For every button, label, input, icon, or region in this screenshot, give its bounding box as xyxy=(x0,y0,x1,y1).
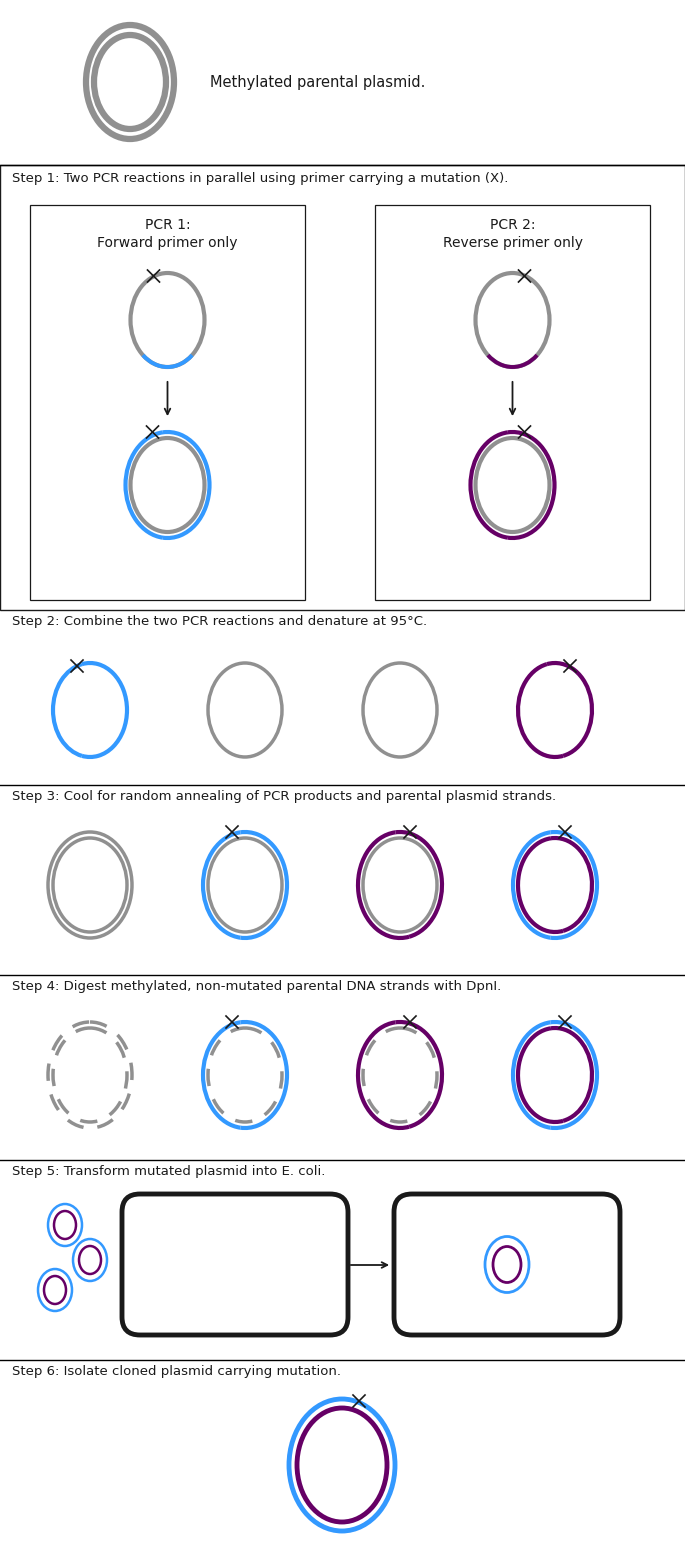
FancyBboxPatch shape xyxy=(122,1194,348,1336)
Text: Reverse primer only: Reverse primer only xyxy=(443,236,582,250)
FancyBboxPatch shape xyxy=(394,1194,620,1336)
Text: PCR 1:: PCR 1: xyxy=(145,217,190,231)
Text: Step 3: Cool for random annealing of PCR products and parental plasmid strands.: Step 3: Cool for random annealing of PCR… xyxy=(12,790,556,803)
Text: PCR 2:: PCR 2: xyxy=(490,217,535,231)
Text: Step 6: Isolate cloned plasmid carrying mutation.: Step 6: Isolate cloned plasmid carrying … xyxy=(12,1365,341,1378)
Text: Step 5: Transform mutated plasmid into E. coli.: Step 5: Transform mutated plasmid into E… xyxy=(12,1165,325,1179)
Text: Step 2: Combine the two PCR reactions and denature at 95°C.: Step 2: Combine the two PCR reactions an… xyxy=(12,615,427,627)
Bar xyxy=(30,205,305,599)
Text: Step 4: Digest methylated, non-mutated parental DNA strands with DpnI.: Step 4: Digest methylated, non-mutated p… xyxy=(12,980,501,992)
Text: Methylated parental plasmid.: Methylated parental plasmid. xyxy=(210,75,425,90)
Bar xyxy=(0,165,685,610)
Text: Step 1: Two PCR reactions in parallel using primer carrying a mutation (X).: Step 1: Two PCR reactions in parallel us… xyxy=(12,172,508,185)
Text: Forward primer only: Forward primer only xyxy=(97,236,238,250)
Bar xyxy=(375,205,650,599)
